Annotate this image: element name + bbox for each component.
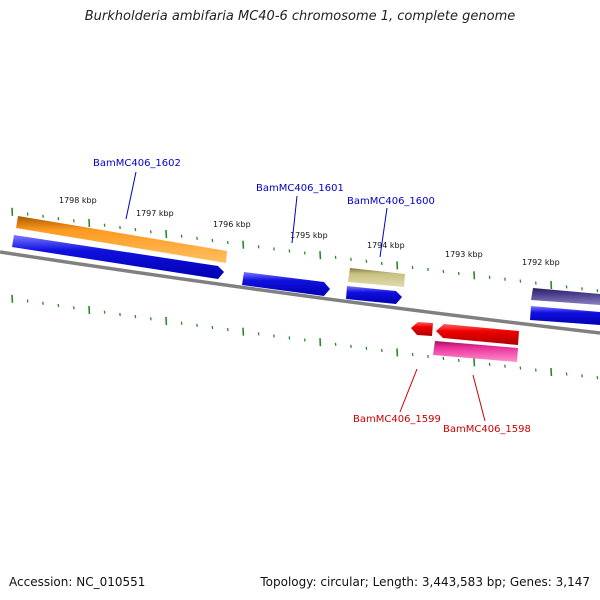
- upper-tick-row: [11, 207, 599, 293]
- blue-feature-3[interactable]: [530, 306, 600, 325]
- lower-tick-row: [11, 294, 599, 380]
- gene-label-bam1601[interactable]: BamMC406_1601: [256, 183, 344, 194]
- ruler-label-1793: 1793 kbp: [445, 250, 483, 259]
- gene-label-bam1598[interactable]: BamMC406_1598: [443, 424, 531, 435]
- leader-line-bam1600: [379, 207, 388, 258]
- blue-feature-bam1601[interactable]: [242, 272, 330, 296]
- red-feature-2[interactable]: [436, 324, 519, 345]
- ruler-label-1794: 1794 kbp: [367, 241, 405, 250]
- purple-feature[interactable]: [531, 288, 600, 305]
- gene-label-bam1599[interactable]: BamMC406_1599: [353, 414, 441, 425]
- pink-feature-bam1598[interactable]: [433, 341, 518, 362]
- leader-line-bam1599: [399, 368, 418, 413]
- gene-label-bam1602[interactable]: BamMC406_1602: [93, 158, 181, 169]
- ruler-label-1792: 1792 kbp: [522, 258, 560, 267]
- leader-line-bam1601: [291, 195, 298, 244]
- accession-text: Accession: NC_010551: [9, 575, 146, 589]
- ruler-label-1797: 1797 kbp: [136, 209, 174, 218]
- blue-feature-2[interactable]: [346, 286, 402, 304]
- chromosome-backbone: [0, 250, 600, 335]
- red-feature-bam1599[interactable]: [411, 322, 433, 336]
- topology-text: Topology: circular; Length: 3,443,583 bp…: [260, 575, 590, 589]
- ruler-label-1795: 1795 kbp: [290, 231, 328, 240]
- blue-feature-1[interactable]: [12, 235, 224, 279]
- leader-line-bam1602: [125, 171, 137, 220]
- map-title: Burkholderia ambifaria MC40-6 chromosome…: [84, 9, 516, 24]
- gene-label-bam1600[interactable]: BamMC406_1600: [347, 196, 435, 207]
- orange-feature-bam1602[interactable]: [16, 216, 227, 263]
- ruler-label-1798: 1798 kbp: [59, 196, 97, 205]
- khaki-feature-bam1600[interactable]: [348, 268, 405, 287]
- leader-line-bam1598: [472, 374, 486, 422]
- ruler-label-1796: 1796 kbp: [213, 220, 251, 229]
